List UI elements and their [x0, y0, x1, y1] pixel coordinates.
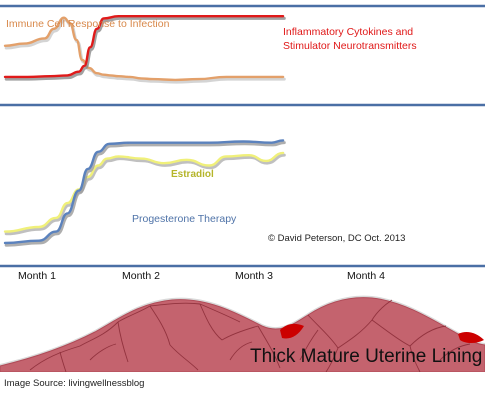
inflammatory-cytokines-and-stimulator-neurotransmitters-shadow: [4, 16, 286, 81]
estradiol-shadow: [4, 153, 286, 236]
month-2-tick: Month 2: [122, 270, 160, 282]
lining-vein-17: [409, 325, 447, 347]
blood-spot-1: [280, 323, 304, 339]
lining-vein-12: [257, 325, 281, 369]
immune-cell-response-to-infection-shadow: [4, 18, 286, 84]
lining-vein-13: [307, 314, 339, 349]
lining-vein-21: [229, 341, 253, 361]
month-3-tick: Month 3: [235, 270, 273, 282]
estradiol-label: Estradiol: [171, 169, 214, 180]
blood-spot-2: [458, 332, 484, 343]
lining-vein-8: [221, 325, 259, 341]
lining-vein-23: [439, 343, 471, 361]
progesterone-therapy-shadow: [4, 141, 286, 247]
inflammatory-cytokines-label-line1: Inflammatory Cytokines and: [283, 26, 414, 38]
lining-vein-4: [149, 305, 171, 346]
lining-vein-14: [337, 319, 373, 349]
month-4-tick: Month 4: [347, 270, 385, 282]
progesterone-therapy-line: [3, 139, 285, 245]
inflammatory-cytokines-and-stimulator-neurotransmitters-line: [3, 15, 285, 79]
lining-vein-22: [89, 343, 117, 361]
copyright-label: © David Peterson, DC Oct. 2013: [268, 233, 406, 244]
uterine-lining-tissue: [0, 297, 485, 373]
lining-vein-19: [409, 345, 421, 373]
lining-vein-7: [199, 303, 223, 341]
lining-vein-15: [371, 299, 393, 321]
uterine-lining-label: Thick Mature Uterine Lining: [250, 346, 483, 367]
image-source-label: Image Source: livingwellnessblog: [4, 378, 145, 389]
lining-vein-18: [325, 347, 339, 373]
lining-vein-6: [149, 302, 201, 307]
lining-vein-11: [117, 321, 129, 363]
estradiol-line: [3, 151, 285, 233]
lining-vein-20: [299, 329, 319, 361]
progesterone-therapy-label: Progesterone Therapy: [132, 213, 237, 225]
month-1-tick: Month 1: [18, 270, 56, 282]
inflammatory-cytokines-label-line2: Stimulator Neurotransmitters: [283, 40, 417, 52]
lining-vein-9: [199, 303, 241, 323]
footer-band: [0, 372, 485, 400]
immune-cell-response-to-infection-line: [3, 16, 285, 82]
lining-vein-5: [169, 344, 199, 371]
lining-vein-1: [29, 345, 81, 371]
immune-response-label: Immune Cell Response to Infection: [6, 18, 170, 30]
lining-vein-2: [79, 321, 119, 347]
lining-vein-3: [117, 305, 151, 323]
lining-vein-10: [59, 351, 67, 373]
lining-vein-16: [371, 319, 411, 347]
